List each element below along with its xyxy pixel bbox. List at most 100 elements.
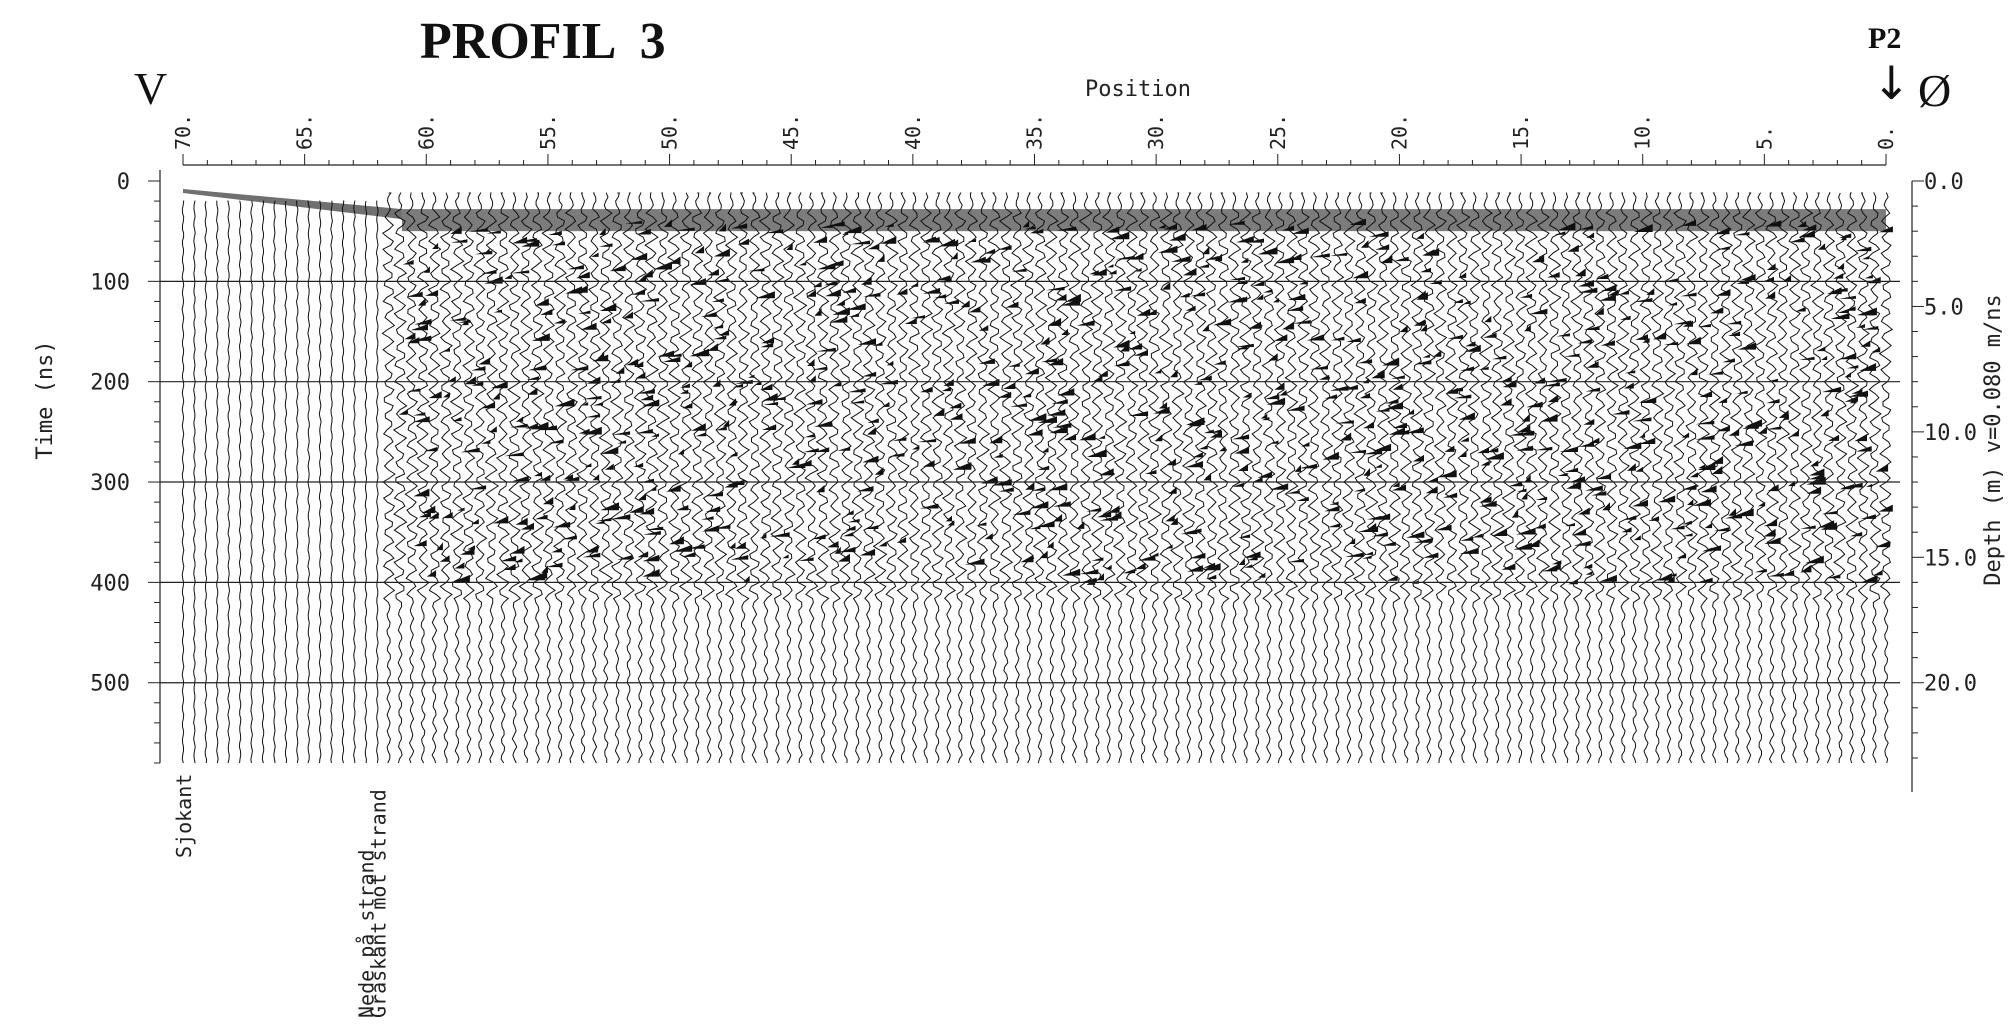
reflection-mark — [1514, 430, 1535, 436]
reflection-mark — [1270, 440, 1279, 444]
reflection-mark — [1193, 381, 1203, 385]
reflection-mark — [1329, 501, 1339, 505]
trace-wiggle — [1455, 192, 1471, 764]
reflection-mark — [597, 351, 605, 359]
reflection-mark — [1362, 555, 1372, 559]
reflection-mark — [1115, 255, 1135, 260]
reflection-mark — [1572, 528, 1586, 536]
reflection-mark — [689, 348, 710, 357]
trace-wiggle — [690, 192, 705, 764]
reflection-mark — [1416, 232, 1424, 239]
reflection-mark — [1624, 370, 1636, 374]
reflection-mark — [553, 521, 571, 528]
reflection-mark — [1098, 370, 1108, 377]
reflection-mark — [1492, 528, 1508, 536]
trace-wiggle — [621, 192, 636, 764]
reflection-mark — [407, 337, 420, 344]
reflection-mark — [639, 394, 654, 401]
reflection-mark — [1460, 366, 1475, 371]
reflection-mark — [1248, 321, 1261, 329]
reflection-mark — [448, 376, 456, 382]
reflection-mark — [1715, 289, 1731, 296]
reflection-mark — [1608, 289, 1619, 296]
reflection-mark — [436, 542, 443, 551]
trace-wiggle — [1067, 192, 1082, 764]
reflection-mark — [1266, 397, 1286, 405]
trace-wiggle — [1764, 192, 1780, 764]
reflection-mark — [439, 555, 450, 562]
trace-wiggle — [1158, 192, 1174, 764]
reflection-mark — [481, 439, 491, 444]
reflection-mark — [1632, 499, 1648, 507]
reflection-mark — [540, 309, 553, 315]
reflection-mark — [1635, 334, 1648, 340]
direct-wave-band — [183, 189, 402, 220]
reflection-mark — [418, 511, 431, 518]
reflection-mark — [832, 307, 850, 315]
reflection-mark — [610, 514, 631, 520]
reflection-mark — [666, 484, 681, 492]
trace-wiggle — [1261, 192, 1277, 764]
trace-wiggle — [484, 192, 500, 764]
reflection-mark — [1092, 268, 1107, 276]
reflection-mark — [1289, 253, 1302, 260]
trace-wiggle — [575, 192, 591, 764]
reflection-mark — [1040, 358, 1058, 363]
reflection-mark — [845, 525, 856, 531]
reflection-mark — [684, 361, 693, 368]
reflection-mark — [633, 462, 644, 467]
reflection-mark — [848, 313, 859, 317]
reflection-mark — [1076, 521, 1085, 529]
reflection-mark — [1165, 514, 1175, 522]
reflection-mark — [609, 264, 626, 272]
trace-wiggle — [724, 192, 739, 764]
reflection-mark — [604, 463, 614, 470]
reflection-mark — [1048, 317, 1062, 326]
reflection-mark — [539, 474, 551, 481]
reflection-mark — [713, 248, 730, 257]
reflection-mark — [1837, 309, 1849, 313]
reflection-mark — [652, 261, 672, 270]
reflection-mark — [1623, 442, 1642, 449]
reflection-mark — [1154, 434, 1163, 442]
trace-wiggle — [1341, 192, 1356, 764]
reflection-mark — [596, 517, 612, 522]
reflection-mark — [469, 485, 487, 490]
reflection-mark — [1426, 477, 1438, 483]
reflection-mark — [428, 391, 442, 399]
reflection-mark — [919, 503, 939, 509]
reflection-mark — [1686, 336, 1701, 345]
y-tick-label: 200 — [90, 371, 130, 396]
reflection-mark — [726, 479, 745, 485]
reflection-mark — [1458, 272, 1467, 278]
reflection-mark — [716, 426, 727, 431]
reflection-mark — [1585, 387, 1601, 392]
reflection-mark — [1453, 299, 1463, 303]
reflection-mark — [1517, 424, 1531, 433]
reflection-mark — [1714, 227, 1730, 235]
reflection-mark — [1681, 432, 1690, 438]
depth-tick-label: 20.0 — [1924, 672, 1977, 697]
reflection-mark — [1236, 236, 1254, 243]
reflection-mark — [1166, 544, 1173, 549]
reflection-mark — [478, 357, 491, 365]
reflection-mark — [1767, 263, 1776, 270]
reflection-mark — [978, 358, 995, 364]
trace-wiggle — [518, 192, 534, 764]
trace-wiggle — [1593, 192, 1608, 764]
reflection-mark — [1213, 360, 1226, 365]
reflection-mark — [1838, 295, 1856, 299]
trace-wiggle — [1729, 192, 1745, 764]
reflection-mark — [715, 278, 729, 282]
reflection-mark — [512, 475, 529, 482]
reflection-mark — [642, 569, 660, 577]
trace-wiggle — [307, 200, 311, 764]
reflection-mark — [849, 400, 865, 404]
reflection-mark — [892, 437, 907, 441]
reflection-mark — [1198, 445, 1208, 450]
trace-wiggle — [1878, 192, 1894, 764]
reflection-mark — [460, 447, 480, 453]
reflection-mark — [1348, 538, 1356, 544]
depth-tick-label: 10.0 — [1924, 421, 1977, 446]
trace-wiggle — [712, 192, 728, 764]
